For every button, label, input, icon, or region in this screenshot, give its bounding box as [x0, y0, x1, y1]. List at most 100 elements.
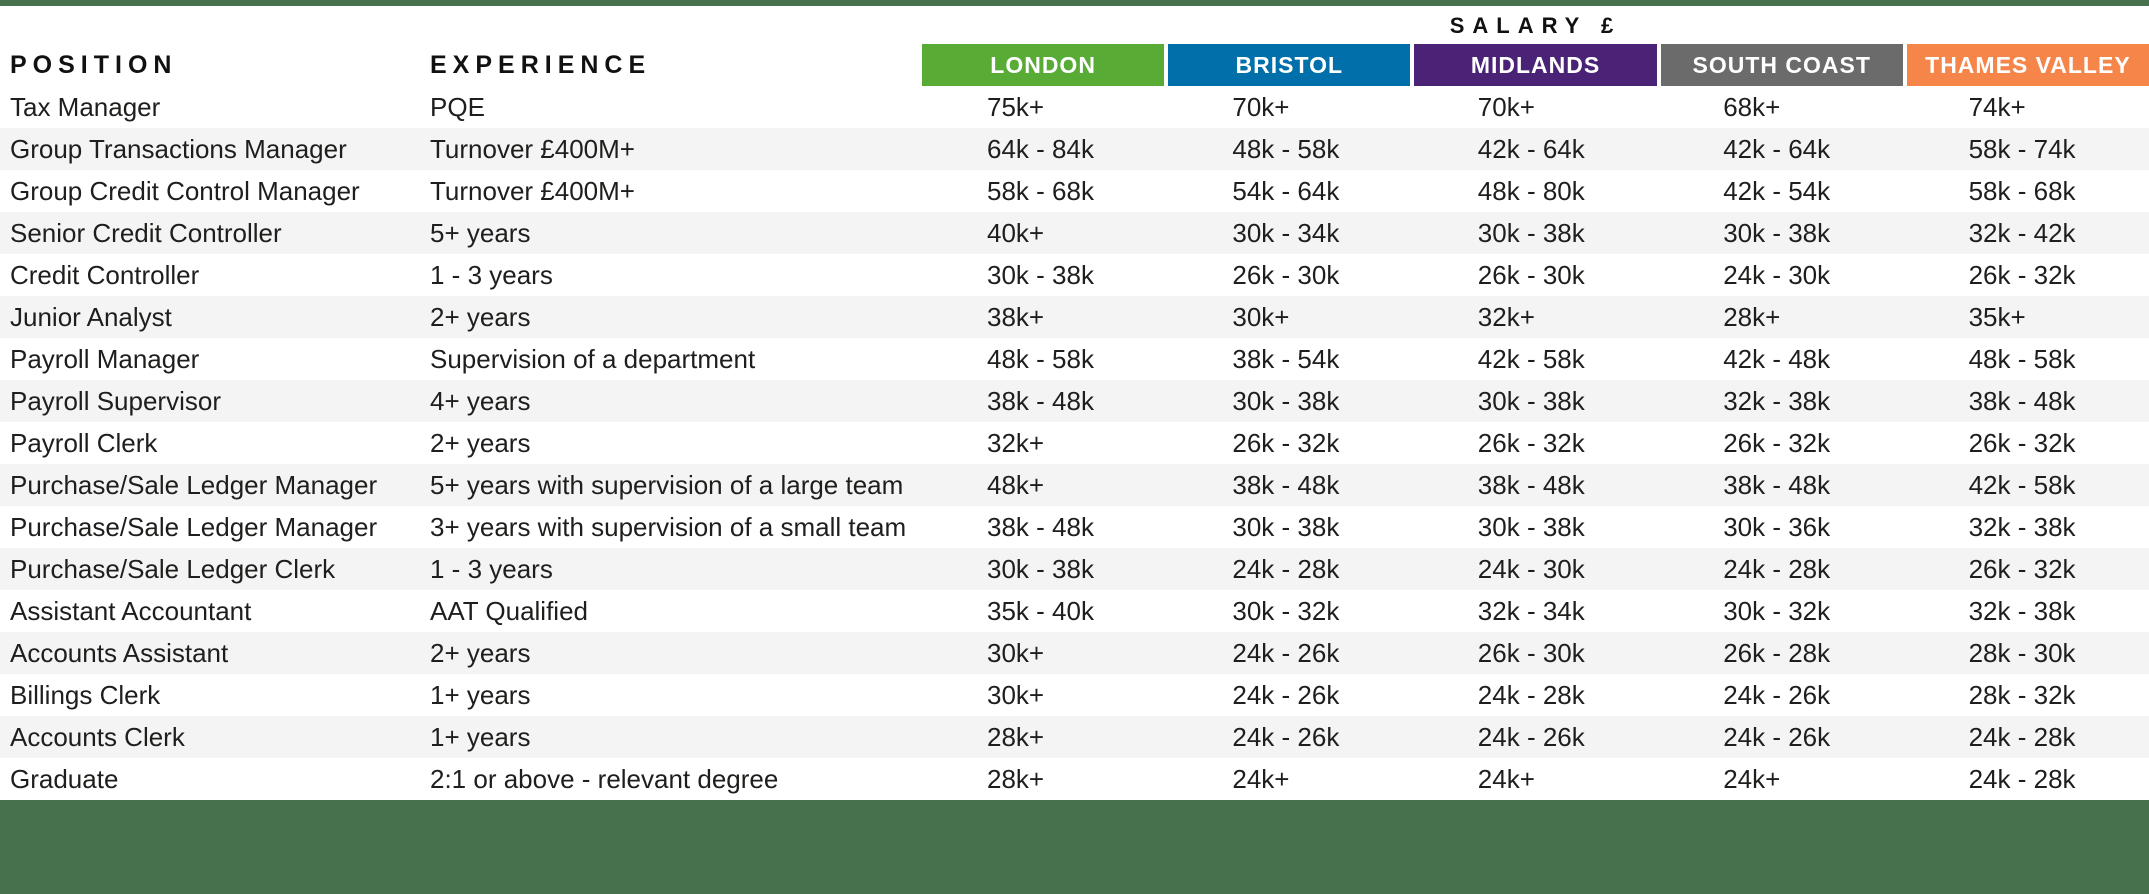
- salary-cell-london: 30k - 38k: [987, 553, 1094, 584]
- experience-cell: 2:1 or above - relevant degree: [430, 763, 779, 794]
- salary-cell-london: 48k+: [987, 469, 1045, 500]
- top-accent-bar: [0, 0, 2149, 6]
- position-cell: Senior Credit Controller: [10, 217, 282, 248]
- position-cell: Accounts Clerk: [10, 721, 185, 752]
- position-cell: Graduate: [10, 763, 119, 794]
- salary-cell-south-coast: 68k+: [1723, 91, 1781, 122]
- experience-cell: 3+ years with supervision of a small tea…: [430, 511, 907, 542]
- salary-cell-midlands: 24k - 28k: [1477, 679, 1585, 710]
- table-row: Payroll Supervisor 4+ years 38k - 48k 30…: [0, 380, 2149, 422]
- column-header-south-coast: SOUTH COAST: [1660, 44, 1903, 86]
- salary-cell-south-coast: 32k - 38k: [1723, 385, 1831, 416]
- position-cell: Assistant Accountant: [10, 595, 252, 626]
- experience-cell: 1+ years: [430, 679, 531, 710]
- salary-cell-bristol: 24k - 26k: [1232, 721, 1340, 752]
- salary-cell-south-coast: 24k - 26k: [1723, 679, 1831, 710]
- salary-cell-london: 40k+: [987, 217, 1045, 248]
- salary-cell-midlands: 30k - 38k: [1477, 385, 1585, 416]
- salary-cell-bristol: 38k - 48k: [1232, 469, 1340, 500]
- salary-cell-thames-valley: 26k - 32k: [1968, 427, 2076, 458]
- experience-cell: 2+ years: [430, 427, 531, 458]
- experience-cell: 5+ years: [430, 217, 531, 248]
- salary-cell-thames-valley: 48k - 58k: [1968, 343, 2076, 374]
- column-header-midlands: MIDLANDS: [1414, 44, 1657, 86]
- position-column-header: POSITION: [10, 50, 178, 79]
- position-cell: Tax Manager: [10, 91, 161, 122]
- experience-cell: Supervision of a department: [430, 343, 756, 374]
- position-cell: Payroll Manager: [10, 343, 200, 374]
- salary-table-body: Tax Manager PQE 75k+ 70k+ 70k+ 68k+ 74k+…: [0, 86, 2149, 800]
- salary-cell-midlands: 26k - 32k: [1477, 427, 1585, 458]
- column-header-label: BRISTOL: [1235, 51, 1344, 78]
- column-header-label: LONDON: [990, 51, 1096, 78]
- salary-cell-midlands: 42k - 64k: [1477, 133, 1585, 164]
- table-row: Credit Controller 1 - 3 years 30k - 38k …: [0, 254, 2149, 296]
- salary-cell-midlands: 24k - 30k: [1477, 553, 1585, 584]
- salary-cell-bristol: 54k - 64k: [1232, 175, 1340, 206]
- salary-cell-thames-valley: 58k - 68k: [1968, 175, 2076, 206]
- salary-cell-thames-valley: 32k - 38k: [1968, 595, 2076, 626]
- column-header-bristol: BRISTOL: [1168, 44, 1411, 86]
- column-header-london: LONDON: [922, 44, 1165, 86]
- salary-cell-bristol: 30k - 34k: [1232, 217, 1340, 248]
- salary-cell-london: 38k+: [987, 301, 1045, 332]
- salary-cell-bristol: 24k - 26k: [1232, 679, 1340, 710]
- salary-cell-london: 30k+: [987, 679, 1045, 710]
- salary-cell-bristol: 24k - 28k: [1232, 553, 1340, 584]
- salary-cell-bristol: 30k - 38k: [1232, 511, 1340, 542]
- table-row: Group Credit Control Manager Turnover £4…: [0, 170, 2149, 212]
- position-cell: Group Credit Control Manager: [10, 175, 360, 206]
- salary-cell-thames-valley: 32k - 38k: [1968, 511, 2076, 542]
- salary-cell-midlands: 30k - 38k: [1477, 511, 1585, 542]
- salary-cell-london: 28k+: [987, 763, 1045, 794]
- salary-cell-london: 35k - 40k: [987, 595, 1094, 626]
- table-row: Purchase/Sale Ledger Clerk 1 - 3 years 3…: [0, 548, 2149, 590]
- salary-cell-london: 28k+: [987, 721, 1045, 752]
- experience-cell: 2+ years: [430, 637, 531, 668]
- position-cell: Purchase/Sale Ledger Manager: [10, 469, 378, 500]
- salary-cell-thames-valley: 26k - 32k: [1968, 259, 2076, 290]
- table-row: Accounts Assistant 2+ years 30k+ 24k - 2…: [0, 632, 2149, 674]
- table-row: Payroll Manager Supervision of a departm…: [0, 338, 2149, 380]
- salary-cell-london: 58k - 68k: [987, 175, 1094, 206]
- salary-cell-midlands: 48k - 80k: [1477, 175, 1585, 206]
- position-cell: Credit Controller: [10, 259, 200, 290]
- experience-cell: 4+ years: [430, 385, 531, 416]
- salary-cell-thames-valley: 38k - 48k: [1968, 385, 2076, 416]
- column-header-label: THAMES VALLEY: [1925, 51, 2131, 78]
- table-row: Tax Manager PQE 75k+ 70k+ 70k+ 68k+ 74k+: [0, 86, 2149, 128]
- salary-cell-london: 75k+: [987, 91, 1045, 122]
- salary-cell-bristol: 26k - 30k: [1232, 259, 1340, 290]
- salary-cell-bristol: 30k - 38k: [1232, 385, 1340, 416]
- salary-cell-london: 38k - 48k: [987, 511, 1094, 542]
- salary-cell-midlands: 42k - 58k: [1477, 343, 1585, 374]
- salary-cell-south-coast: 24k - 26k: [1723, 721, 1831, 752]
- salary-cell-thames-valley: 24k - 28k: [1968, 763, 2076, 794]
- salary-cell-london: 30k - 38k: [987, 259, 1094, 290]
- experience-cell: 2+ years: [430, 301, 531, 332]
- salary-cell-bristol: 48k - 58k: [1232, 133, 1340, 164]
- salary-cell-thames-valley: 58k - 74k: [1968, 133, 2076, 164]
- salary-cell-bristol: 26k - 32k: [1232, 427, 1340, 458]
- salary-cell-thames-valley: 74k+: [1968, 91, 2026, 122]
- experience-cell: AAT Qualified: [430, 595, 589, 626]
- salary-cell-south-coast: 30k - 36k: [1723, 511, 1831, 542]
- position-cell: Payroll Clerk: [10, 427, 158, 458]
- salary-cell-thames-valley: 28k - 32k: [1968, 679, 2076, 710]
- salary-cell-midlands: 26k - 30k: [1477, 637, 1585, 668]
- position-cell: Purchase/Sale Ledger Manager: [10, 511, 378, 542]
- table-row: Group Transactions Manager Turnover £400…: [0, 128, 2149, 170]
- salary-cell-midlands: 32k+: [1477, 301, 1535, 332]
- experience-cell: 5+ years with supervision of a large tea…: [430, 469, 904, 500]
- salary-cell-thames-valley: 28k - 30k: [1968, 637, 2076, 668]
- salary-cell-midlands: 26k - 30k: [1477, 259, 1585, 290]
- salary-cell-midlands: 70k+: [1477, 91, 1535, 122]
- salary-cell-thames-valley: 42k - 58k: [1968, 469, 2076, 500]
- salary-cell-south-coast: 24k - 30k: [1723, 259, 1831, 290]
- salary-cell-midlands: 38k - 48k: [1477, 469, 1585, 500]
- position-cell: Accounts Assistant: [10, 637, 229, 668]
- salary-cell-thames-valley: 24k - 28k: [1968, 721, 2076, 752]
- salary-cell-london: 38k - 48k: [987, 385, 1094, 416]
- experience-cell: 1 - 3 years: [430, 259, 553, 290]
